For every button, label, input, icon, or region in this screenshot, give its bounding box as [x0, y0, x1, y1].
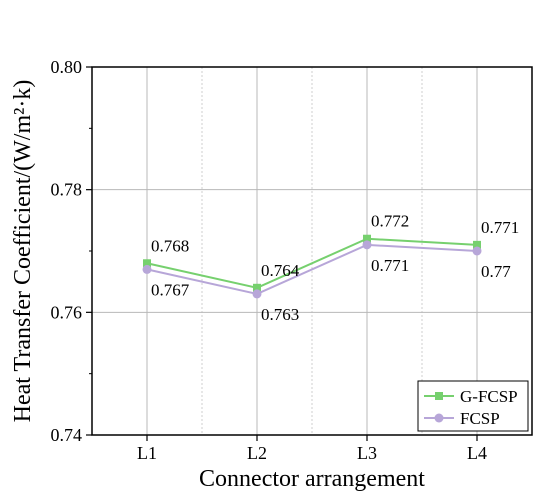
- legend-box: [417, 380, 529, 432]
- data-label: 0.772: [371, 212, 409, 231]
- legend-label: FCSP: [460, 409, 500, 428]
- data-point: [142, 264, 152, 274]
- x-tick-label: L4: [467, 443, 487, 463]
- series-layer: [142, 234, 482, 299]
- legend: G-FCSP FCSP: [417, 380, 529, 432]
- data-point: [473, 240, 481, 249]
- data-point: [472, 246, 482, 256]
- data-label: 0.764: [261, 261, 300, 280]
- data-label: 0.763: [261, 305, 299, 324]
- x-tick-label: L2: [247, 443, 267, 463]
- data-point: [363, 234, 371, 243]
- data-label: 0.771: [371, 256, 409, 275]
- legend-marker: [435, 392, 443, 400]
- data-label: 0.768: [151, 236, 189, 255]
- data-label: 0.767: [151, 280, 190, 299]
- series-line-fcsp: [146, 243, 478, 295]
- y-axis-label: Heat Transfer Coefficient/(W/m²·k): [10, 80, 36, 423]
- series-line-g-fcsp: [146, 237, 478, 289]
- legend-label: G-FCSP: [460, 387, 518, 406]
- data-point: [143, 259, 151, 268]
- y-tick-label: 0.76: [51, 302, 83, 322]
- data-labels: 0.768 0.764 0.772 0.771 0.767 0.763 0.771 0.77: [151, 212, 519, 324]
- x-tick-label: L3: [357, 443, 377, 463]
- data-point: [253, 283, 261, 292]
- y-tick-label: 0.78: [51, 180, 83, 200]
- y-tick-label: 0.80: [51, 57, 83, 77]
- x-axis-label: Connector arrangement: [199, 466, 425, 492]
- data-point: [362, 240, 372, 250]
- y-tick-label: 0.74: [51, 425, 83, 445]
- data-label: 0.77: [481, 262, 511, 281]
- x-tick-label: L1: [137, 443, 157, 463]
- data-point: [252, 289, 262, 299]
- data-label: 0.771: [481, 218, 519, 237]
- axes: 0.74 0.76 0.78 0.80 L1 L2 L3 L4: [51, 57, 488, 463]
- legend-marker: [434, 413, 444, 423]
